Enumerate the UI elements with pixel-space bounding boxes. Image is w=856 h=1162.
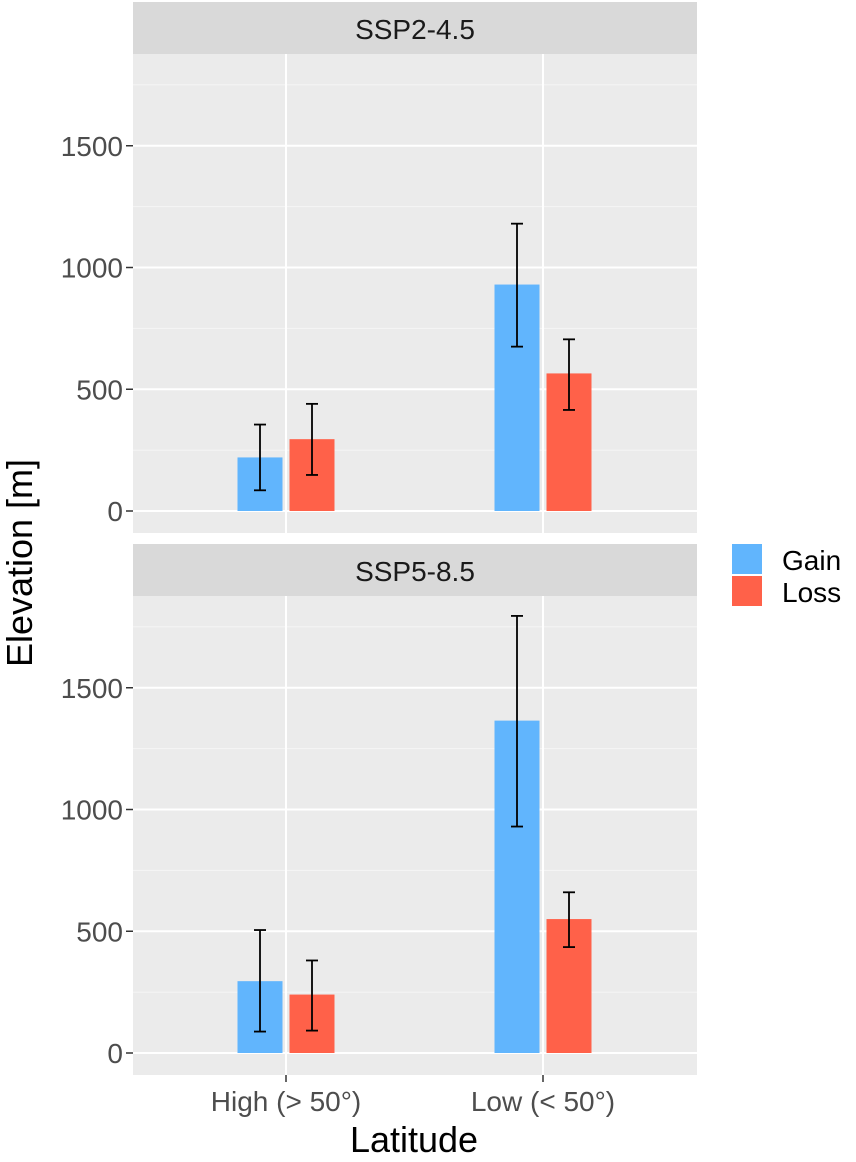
- facet-strip: [133, 2, 697, 54]
- y-tick-label: 500: [76, 916, 123, 947]
- y-tick-label: 1000: [61, 795, 123, 826]
- facet-panel: SSP5-8.5 0 500 1000 1500: [61, 544, 697, 1075]
- y-tick-label: 500: [76, 374, 123, 405]
- y-tick-label: 1500: [61, 673, 123, 704]
- facet-title: SSP5-8.5: [355, 556, 475, 587]
- x-axis-title: Latitude: [350, 1119, 478, 1157]
- y-tick-label: 0: [107, 1038, 123, 1069]
- legend-label-loss: Loss: [782, 577, 841, 608]
- y-tick-label: 0: [107, 496, 123, 527]
- facet-panel: SSP2-4.5 0 500 1000 1500: [61, 2, 697, 533]
- panel-background: [133, 596, 697, 1075]
- legend-swatch-loss: [732, 576, 762, 606]
- y-tick-label: 1500: [61, 131, 123, 162]
- panel-background: [133, 54, 697, 533]
- facet-title: SSP2-4.5: [355, 14, 475, 45]
- x-tick-label: High (> 50°): [211, 1086, 362, 1117]
- y-tick-label: 1000: [61, 253, 123, 284]
- y-axis-title: Elevation [m]: [0, 459, 40, 667]
- facet-strip: [133, 544, 697, 596]
- x-tick-label: Low (< 50°): [471, 1086, 615, 1117]
- legend-label-gain: Gain: [782, 545, 841, 576]
- legend-swatch-gain: [732, 544, 762, 574]
